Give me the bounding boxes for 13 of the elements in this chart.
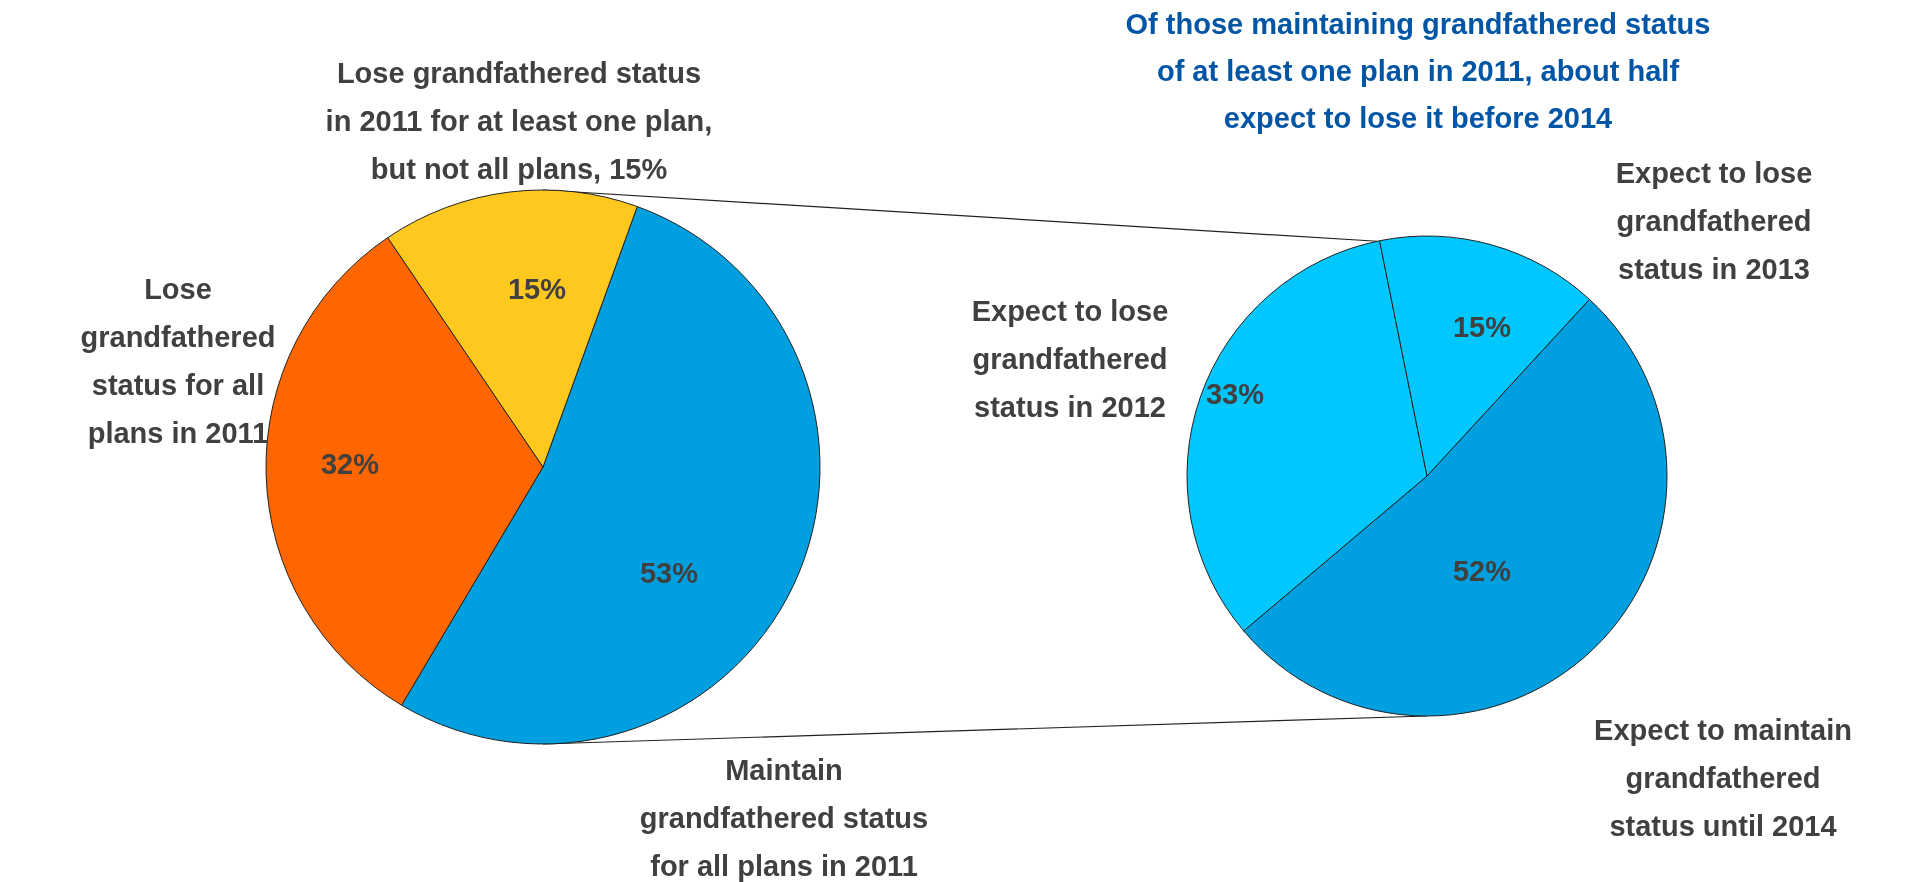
slice-label: Maintain grandfathered status for all plans in 2011	[639, 754, 929, 882]
chart-title: Of those maintaining grandfathered status of at least one plan in 2011, about half expect to lose it before 2014	[1125, 8, 1711, 134]
slice-label: Lose grandfathered status for all plans in 2011	[80, 273, 276, 449]
data-label: 15%	[507, 273, 567, 305]
slice-label: Expect to lose grandfathered status in 2013	[1615, 157, 1813, 285]
data-label: 33%	[1205, 378, 1265, 410]
data-label: 53%	[639, 557, 699, 589]
slice-label: Expect to lose grandfathered status in 2012	[971, 295, 1169, 423]
data-label: 15%	[1452, 311, 1512, 343]
data-label: 52%	[1452, 555, 1512, 587]
slice-label: Lose grandfathered status in 2011 for at least one plan, but not all plans, 15%	[325, 57, 713, 185]
slice-label: Expect to maintain grandfathered status until 2014	[1594, 714, 1852, 842]
data-label: 32%	[320, 448, 380, 480]
